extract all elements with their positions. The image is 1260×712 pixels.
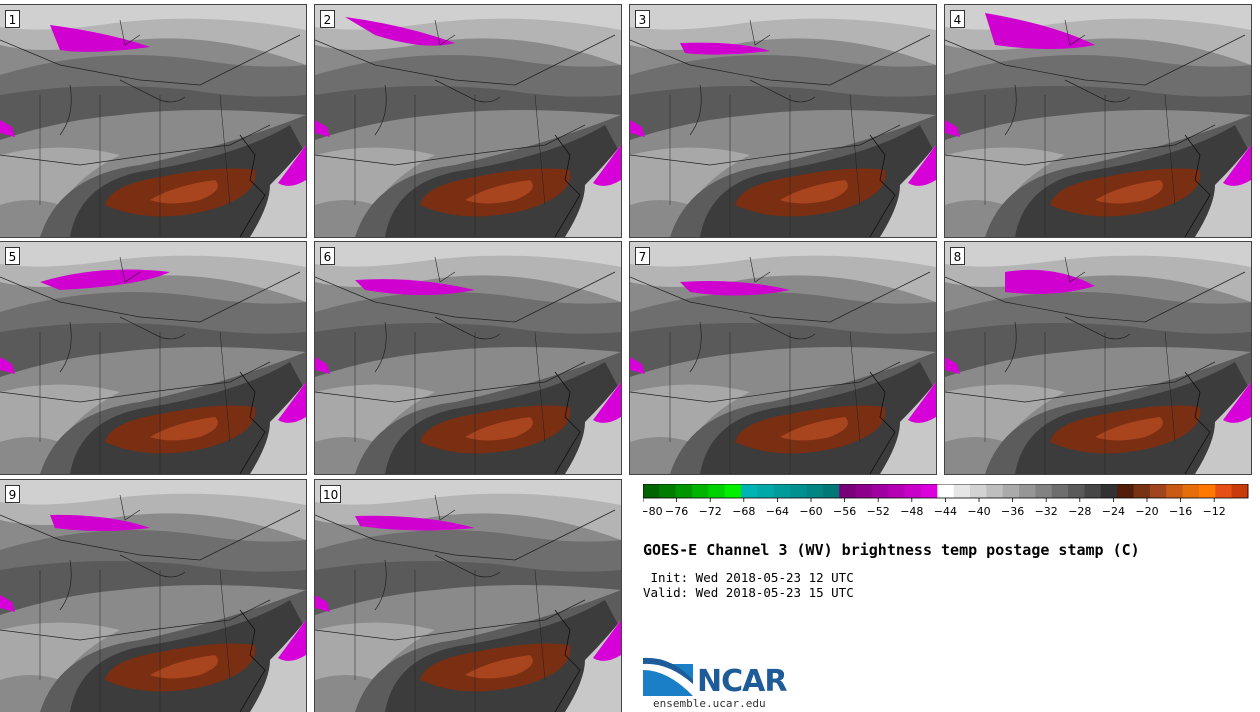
water-vapor-map	[315, 242, 621, 474]
forecast-panel-4: 4	[944, 4, 1252, 238]
colorbar-swatch	[920, 484, 938, 498]
panel-member-label: 9	[5, 485, 20, 503]
colorbar-tick-label: −60	[799, 505, 822, 518]
colorbar-swatch	[1133, 484, 1151, 498]
colorbar-swatch	[643, 484, 660, 498]
colorbar-swatch	[1166, 484, 1184, 498]
water-vapor-map	[630, 242, 936, 474]
colorbar-swatch	[1084, 484, 1102, 498]
colorbar-tick-label: −48	[900, 505, 923, 518]
colorbar-swatch	[1182, 484, 1200, 498]
panel-member-label: 2	[320, 10, 335, 28]
colorbar: −80 −76 −72 −68 −64 −60 −56 −52 −48 −44 −40 −36 −32−…	[643, 484, 1249, 518]
panel-member-label: 1	[5, 10, 20, 28]
water-vapor-map	[0, 5, 306, 237]
colorbar-swatch	[692, 484, 709, 498]
forecast-panel-9: 9	[0, 479, 307, 712]
colorbar-tick-label: −72	[699, 505, 722, 518]
colorbar-swatch	[724, 484, 742, 498]
colorbar-swatch	[1051, 484, 1069, 498]
forecast-panel-2: 2	[314, 4, 622, 238]
colorbar-swatch	[1100, 484, 1118, 498]
water-vapor-map	[315, 5, 621, 237]
colorbar-tick-label: −12	[1203, 505, 1226, 518]
colorbar-swatch	[953, 484, 971, 498]
panel-member-label: 5	[5, 247, 20, 265]
water-vapor-map	[630, 5, 936, 237]
colorbar-tick-label: −56	[833, 505, 856, 518]
colorbar-swatch	[855, 484, 873, 498]
colorbar-swatch	[708, 484, 726, 498]
colorbar-tick-label: −64	[766, 505, 789, 518]
forecast-panel-6: 6	[314, 241, 622, 475]
water-vapor-map	[0, 480, 306, 712]
figure-title: GOES-E Channel 3 (WV) brightness temp po…	[643, 541, 1140, 559]
forecast-panel-10: 10	[314, 479, 622, 712]
ncar-logo-icon	[643, 657, 693, 696]
panel-member-label: 6	[320, 247, 335, 265]
forecast-panel-8: 8	[944, 241, 1252, 475]
colorbar-swatch	[675, 484, 693, 498]
panel-member-label: 7	[635, 247, 650, 265]
colorbar-swatch	[871, 484, 889, 498]
colorbar-swatch	[1068, 484, 1085, 498]
colorbar-tick-label: −20	[1135, 505, 1158, 518]
colorbar-swatch	[1117, 484, 1135, 498]
colorbar-swatch	[773, 484, 791, 498]
forecast-panel-7: 7	[629, 241, 937, 475]
panel-member-label: 3	[635, 10, 650, 28]
forecast-panel-5: 5	[0, 241, 307, 475]
water-vapor-map	[945, 5, 1251, 237]
valid-time: Valid: Wed 2018-05-23 15 UTC	[643, 585, 854, 600]
ncar-logo-text: NCAR	[697, 664, 787, 699]
colorbar-tick-label: −80	[643, 505, 663, 518]
colorbar-swatch	[888, 484, 906, 498]
colorbar-tick-label: −40	[967, 505, 990, 518]
colorbar-swatch	[757, 484, 775, 498]
colorbar-swatch	[904, 484, 922, 498]
colorbar-tick-label: −76	[665, 505, 688, 518]
colorbar-tick-label: −32	[1035, 505, 1058, 518]
panel-member-label: 8	[950, 247, 965, 265]
colorbar-swatch	[1019, 484, 1036, 498]
colorbar-swatch	[1231, 484, 1249, 498]
water-vapor-map	[945, 242, 1251, 474]
init-time: Init: Wed 2018-05-23 12 UTC	[643, 570, 854, 585]
panel-member-label: 10	[320, 485, 342, 503]
colorbar-swatch	[1149, 484, 1167, 498]
colorbar-tick-label: −44	[934, 505, 957, 518]
site-url: ensemble.ucar.edu	[653, 697, 766, 710]
water-vapor-map	[315, 480, 621, 712]
colorbar-tick-label: −28	[1068, 505, 1091, 518]
colorbar-swatch	[659, 484, 677, 498]
colorbar-tick-label: −68	[732, 505, 755, 518]
colorbar-swatch	[1035, 484, 1053, 498]
forecast-panel-3: 3	[629, 4, 937, 238]
colorbar-swatch	[806, 484, 824, 498]
colorbar-swatch	[839, 484, 857, 498]
colorbar-swatch	[741, 484, 758, 498]
colorbar-swatch	[970, 484, 987, 498]
colorbar-swatch	[1002, 484, 1020, 498]
colorbar-swatch	[1215, 484, 1233, 498]
colorbar-swatch	[822, 484, 840, 498]
water-vapor-map	[0, 242, 306, 474]
colorbar-swatch	[986, 484, 1004, 498]
colorbar-tick-label: −36	[1001, 505, 1024, 518]
time-info: Init: Wed 2018-05-23 12 UTC Valid: Wed 2…	[643, 570, 854, 600]
colorbar-tick-label: −52	[867, 505, 890, 518]
colorbar-tick-label: −16	[1169, 505, 1192, 518]
colorbar-swatch	[937, 484, 955, 498]
panel-member-label: 4	[950, 10, 965, 28]
forecast-panel-1: 1	[0, 4, 307, 238]
colorbar-swatch	[790, 484, 808, 498]
colorbar-tick-label: −24	[1102, 505, 1125, 518]
colorbar-swatch	[1198, 484, 1216, 498]
